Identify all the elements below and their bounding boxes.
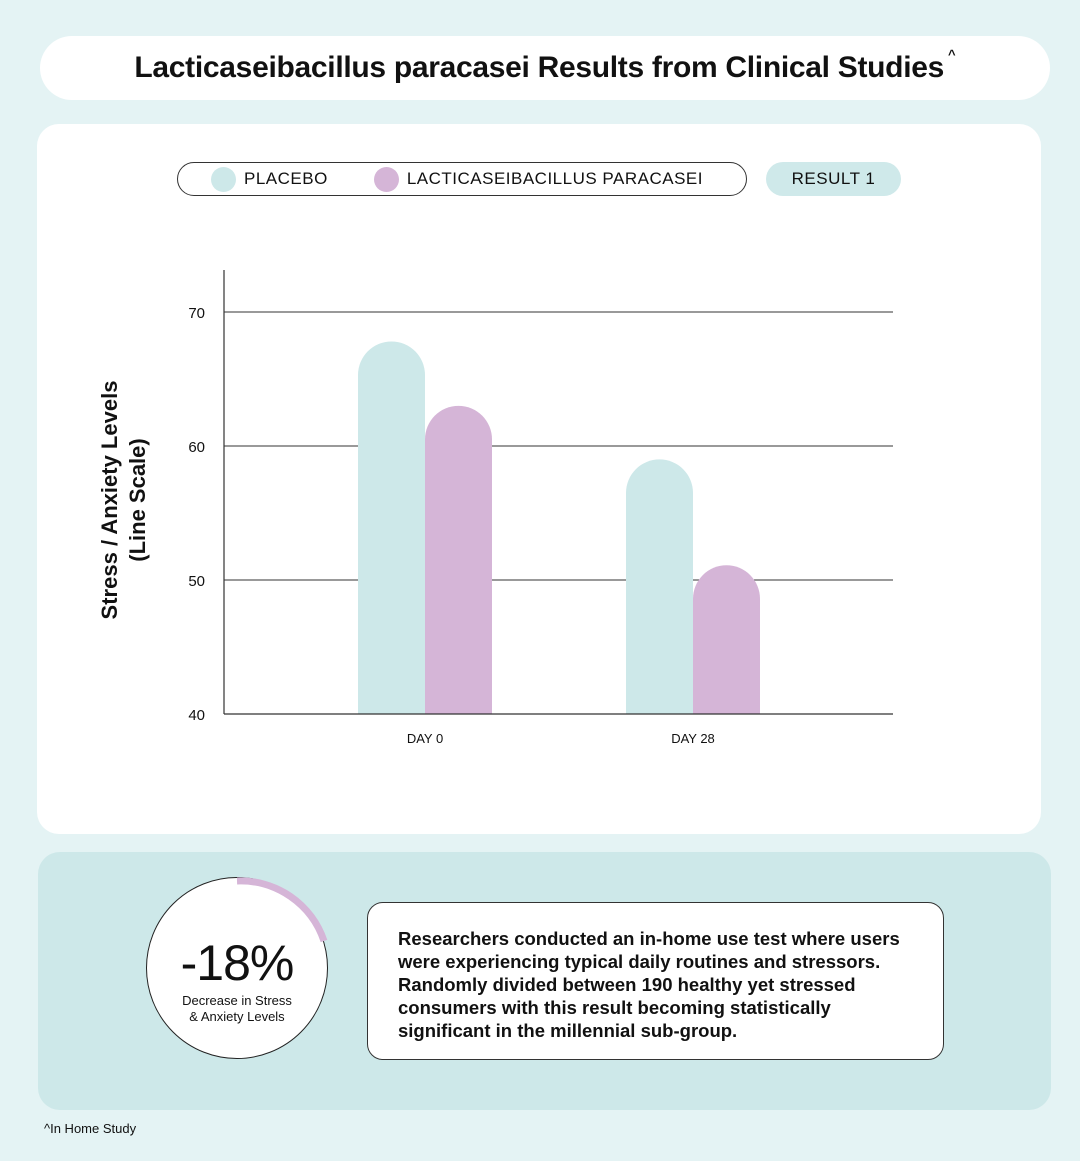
- page-title: Lacticaseibacillus paracasei Results fro…: [134, 51, 944, 84]
- legend-label-placebo: PLACEBO: [244, 169, 328, 188]
- y-axis-label: Stress / Anxiety Levels: [97, 380, 122, 620]
- y-tick-label-60: 60: [188, 439, 205, 456]
- bar-paracasei-day-28: [693, 565, 760, 714]
- bar-paracasei-day-0: [425, 405, 492, 714]
- title-footnote-marker: ^: [948, 46, 956, 62]
- bar-placebo-day-28: [626, 459, 693, 714]
- title-banner: Lacticaseibacillus paracasei Results fro…: [40, 36, 1050, 100]
- y-axis-sublabel: (Line Scale): [125, 438, 150, 562]
- study-description: Researchers conducted an in-home use tes…: [367, 902, 944, 1060]
- footnote: ^In Home Study: [44, 1121, 137, 1136]
- y-tick-label-70: 70: [188, 305, 205, 322]
- bar-chart: 40 50 60 70 DAY 0 DAY 28: [188, 270, 893, 746]
- stat-label-line-2: & Anxiety Levels: [189, 1009, 285, 1024]
- stat-label: Decrease in Stress & Anxiety Levels: [160, 993, 314, 1025]
- y-axis-title: Stress / Anxiety Levels (Line Scale): [96, 381, 152, 620]
- chart-card: [37, 124, 1041, 834]
- bar-placebo-day-0: [358, 341, 425, 714]
- stat-label-line-1: Decrease in Stress: [182, 993, 292, 1008]
- stat-circle: [146, 877, 328, 1059]
- legend-item-placebo: PLACEBO: [211, 166, 328, 192]
- result-badge: RESULT 1: [766, 162, 901, 196]
- y-tick-label-50: 50: [188, 573, 205, 590]
- legend-item-paracasei: LACTICASEIBACILLUS PARACASEI: [373, 166, 703, 192]
- y-tick-label-40: 40: [188, 707, 205, 724]
- legend-swatch-placebo: [211, 166, 236, 192]
- stat-progress-arc: [236, 877, 328, 943]
- x-tick-label-day-28: DAY 28: [671, 731, 715, 746]
- chart-legend: PLACEBO LACTICASEIBACILLUS PARACASEI: [177, 162, 747, 196]
- x-tick-label-day-0: DAY 0: [407, 731, 443, 746]
- legend-swatch-paracasei: [373, 166, 399, 192]
- stat-value: -18%: [180, 935, 295, 991]
- legend-label-paracasei: LACTICASEIBACILLUS PARACASEI: [406, 169, 703, 188]
